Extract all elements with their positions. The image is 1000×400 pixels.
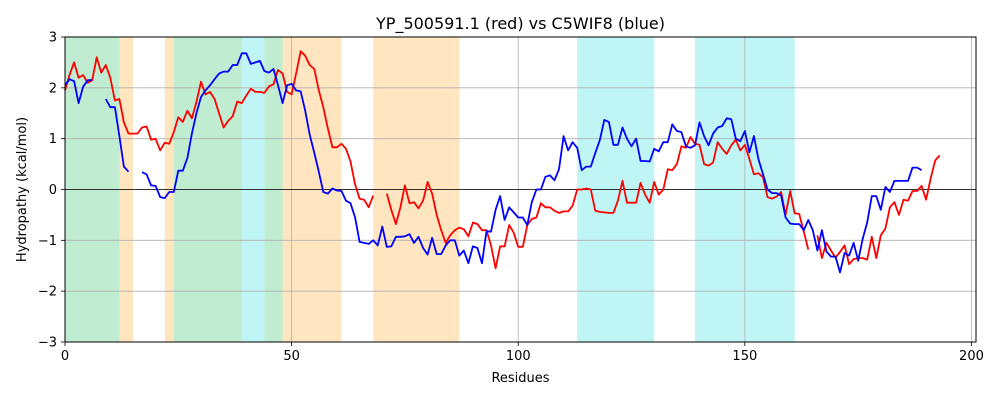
y-tick-label: 0 (49, 183, 57, 198)
x-axis-ticks: 0 50 100 150 200 (61, 342, 984, 364)
series-line (141, 52, 923, 274)
x-axis-title: Residues (491, 371, 549, 386)
series-line (105, 98, 130, 173)
x-tick-label: 150 (732, 349, 757, 364)
y-tick-label: 3 (49, 31, 57, 46)
x-tick-label: 200 (959, 349, 984, 364)
y-axis-ticks: −3 −2 −1 0 1 2 3 (38, 31, 65, 351)
y-tick-label: −1 (38, 234, 57, 249)
y-axis-title: Hydropathy (kcal/mol) (15, 117, 30, 262)
y-tick-label: −2 (38, 285, 57, 300)
chart-title: YP_500591.1 (red) vs C5WIF8 (blue) (375, 14, 665, 34)
series-line (64, 50, 375, 209)
y-tick-label: 1 (49, 132, 57, 147)
y-tick-label: 2 (49, 81, 57, 96)
data-series (64, 50, 941, 274)
x-tick-label: 100 (506, 349, 531, 364)
series-line (385, 136, 810, 270)
y-tick-label: −3 (38, 336, 57, 351)
series-line (816, 154, 941, 266)
x-tick-label: 50 (283, 349, 300, 364)
x-tick-label: 0 (61, 349, 69, 364)
series-line (64, 78, 93, 104)
